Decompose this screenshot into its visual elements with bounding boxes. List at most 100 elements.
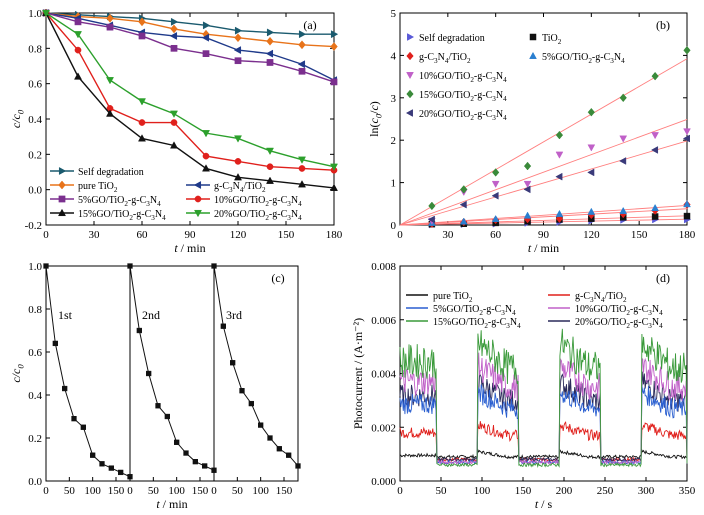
data-point: [146, 370, 152, 377]
data-point: [211, 467, 217, 473]
x-tick-label: 120: [583, 229, 600, 241]
x-tick-label: 50: [148, 485, 160, 497]
data-point: [330, 163, 338, 171]
x-tick-label: 0: [397, 229, 403, 241]
data-point: [164, 413, 170, 420]
series-1st: 0 50 100 150 1st: [43, 263, 133, 497]
fit-line: [399, 205, 688, 226]
x-tick-label: 50: [232, 485, 244, 497]
series-20%GO/TiO2-g-C3N4: [399, 371, 688, 463]
data-point: [587, 168, 595, 177]
series-line: [399, 448, 688, 460]
x-tick-label: 50: [64, 485, 76, 497]
legend-marker: [58, 167, 67, 175]
x-tick-label: 150: [192, 485, 209, 497]
fit-line: [399, 118, 688, 226]
data-point: [62, 385, 68, 392]
data-point: [90, 452, 96, 458]
series-line: [45, 12, 335, 83]
y-tick-label: 0.0: [28, 185, 42, 197]
x-tick-label: 100: [84, 485, 101, 497]
y-axis-label: c/c0: [9, 364, 26, 383]
data-point: [492, 168, 500, 177]
series-line: [45, 265, 131, 478]
legend-label: 20%GO/TiO2-g-C3N4: [575, 317, 663, 330]
data-point: [108, 465, 114, 471]
legend-label: g-C3N4/TiO2: [575, 291, 627, 304]
data-point: [127, 263, 133, 269]
data-point: [202, 130, 210, 138]
legend-label: pure TiO2: [78, 181, 118, 194]
series-line: [213, 265, 299, 467]
fit-line: [399, 58, 688, 226]
x-tick-label: 30: [442, 229, 454, 241]
legend-label: 15%GO/TiO2-g-C3N4: [419, 90, 507, 103]
data-point: [106, 13, 114, 23]
data-point: [651, 203, 659, 211]
x-tick-label: 100: [252, 485, 269, 497]
data-point: [234, 135, 242, 143]
data-point: [460, 185, 468, 194]
data-point: [266, 147, 274, 156]
x-tick-label: 100: [168, 485, 185, 497]
plot-frame: [45, 265, 299, 482]
x-tick-label: 150: [631, 229, 648, 241]
fit-line: [399, 218, 688, 226]
series-line: [399, 352, 688, 465]
series-line: [45, 12, 335, 81]
data-point: [138, 98, 146, 106]
y-tick-label: 1.0: [28, 261, 42, 273]
y-tick-label: 0: [391, 220, 397, 232]
data-point: [330, 78, 338, 86]
data-point: [683, 46, 691, 55]
series-15%GO/TiO2-g-C3N4: [399, 46, 691, 226]
data-point: [80, 424, 86, 430]
data-point: [587, 107, 595, 117]
legend-marker: [405, 109, 413, 117]
data-point: [234, 173, 242, 181]
series-3rd: 0 50 100 150 3rd: [211, 263, 301, 497]
series-line: [45, 12, 335, 171]
data-point: [523, 211, 532, 219]
data-point: [587, 207, 596, 215]
data-point: [170, 24, 178, 34]
data-point: [74, 18, 82, 26]
legend-label: 5%GO/TiO2-g-C3N4: [433, 304, 516, 317]
x-tick-label: 300: [638, 485, 655, 497]
legend-label: g-C3N4/TiO2: [419, 52, 471, 65]
data-point: [619, 157, 627, 165]
series-pure TiO2: [399, 448, 688, 460]
series-20%GO/TiO2-g-C3N4: [399, 134, 690, 226]
x-tick-label: 90: [538, 229, 550, 241]
y-tick-label: 0.002: [371, 422, 396, 434]
legend: Self degradation TiO2 g-C3N4/TiO2 5%GO/TiO2…: [405, 33, 625, 122]
x-tick-label: 200: [556, 485, 573, 497]
data-point: [683, 128, 691, 136]
x-tick-label: 0: [211, 485, 217, 497]
data-point: [682, 134, 690, 143]
data-point: [683, 200, 691, 208]
x-tick-label: 250: [597, 485, 614, 497]
data-point: [587, 144, 596, 152]
x-tick-label: 180: [326, 229, 343, 241]
y-tick-label: 3: [391, 93, 397, 105]
data-point: [183, 450, 189, 456]
y-tick-label: 0.004: [371, 369, 396, 381]
data-point: [201, 33, 210, 42]
data-point: [428, 201, 436, 211]
x-tick-label: 90: [185, 229, 197, 241]
panel-b: 0 30 60 90 120 150 180 0 1 2 3 4 5 t / min ln(c0/c) (b)…: [367, 8, 696, 255]
legend-marker: [58, 195, 66, 203]
data-point: [266, 28, 275, 37]
data-point: [298, 180, 306, 188]
data-point: [276, 446, 282, 452]
data-point: [298, 156, 306, 164]
panel-label: (a): [303, 18, 316, 32]
series-15%GO/TiO2-g-C3N4: [399, 328, 688, 469]
data-point: [555, 214, 564, 223]
y-tick-label: -0.2: [25, 220, 42, 232]
x-tick-label: 0: [127, 485, 133, 497]
x-tick-label: 100: [474, 485, 491, 497]
x-tick-label: 350: [679, 485, 696, 497]
